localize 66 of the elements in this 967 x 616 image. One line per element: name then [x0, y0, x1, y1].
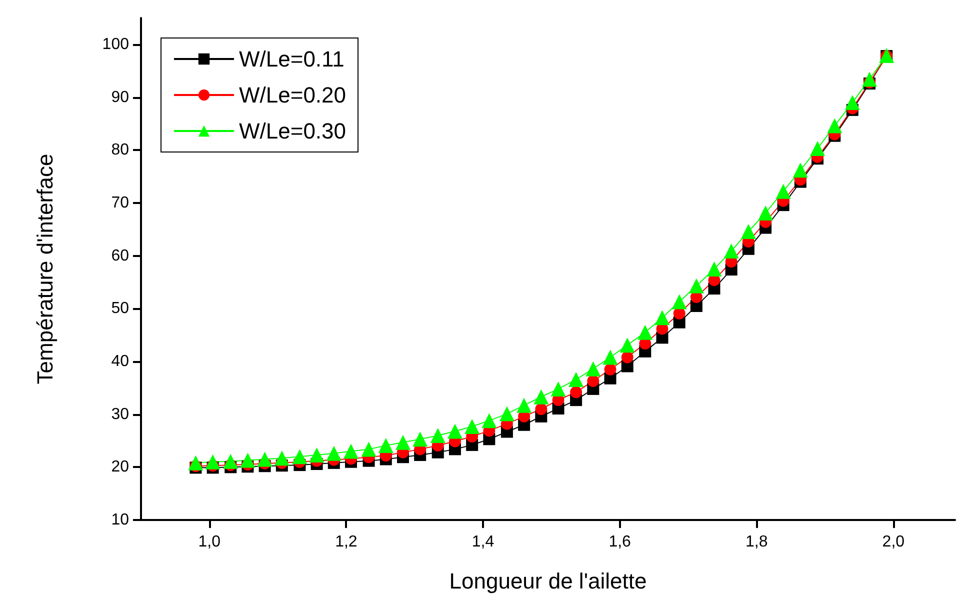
point — [587, 375, 600, 388]
y-tick-label: 80 — [111, 142, 130, 159]
y-tick-label: 10 — [111, 512, 130, 528]
point — [740, 224, 756, 239]
point — [586, 361, 601, 376]
point — [309, 448, 324, 463]
x-tick-label: 1,2 — [335, 534, 358, 550]
point — [568, 372, 584, 387]
point — [292, 449, 308, 464]
point — [844, 95, 860, 110]
legend-label: W/Le=0.20 — [239, 82, 346, 108]
y-tick-label: 50 — [111, 300, 130, 318]
point — [602, 350, 618, 365]
point — [257, 452, 272, 467]
legend-label: W/Le=0.30 — [239, 118, 346, 144]
point — [654, 310, 670, 326]
point — [638, 324, 653, 340]
point — [620, 338, 635, 353]
x-tick-label: 1,4 — [472, 534, 494, 550]
point — [447, 424, 462, 439]
point — [758, 205, 774, 220]
y-tick-label: 60 — [111, 247, 130, 264]
point — [706, 262, 722, 276]
point — [395, 434, 410, 450]
x-tick-label: 1,8 — [746, 534, 768, 550]
point — [570, 386, 582, 398]
point — [378, 438, 394, 453]
point — [672, 294, 687, 310]
y-axis-title: Température d'interface — [32, 154, 58, 384]
point — [412, 432, 428, 447]
point — [688, 278, 704, 294]
point — [862, 72, 877, 87]
point — [827, 118, 842, 134]
x-axis-title: Longueur de l'ailette — [449, 568, 647, 594]
point — [499, 406, 514, 422]
point — [326, 446, 342, 461]
point — [464, 418, 480, 434]
point — [430, 428, 446, 443]
point — [776, 184, 791, 199]
point — [792, 162, 808, 178]
y-tick-label: 90 — [111, 88, 130, 106]
y-tick-label: 100 — [102, 36, 130, 53]
legend-label: W/Le=0.11 — [239, 46, 344, 72]
point — [188, 455, 204, 470]
point — [550, 381, 566, 396]
point — [621, 351, 634, 364]
point — [724, 244, 739, 259]
point — [604, 363, 616, 376]
point — [205, 454, 220, 470]
point — [535, 403, 548, 416]
point — [482, 413, 497, 428]
y-tick-label: 70 — [111, 194, 130, 212]
point — [223, 454, 238, 469]
point — [344, 444, 358, 459]
x-tick-label: 1,6 — [608, 534, 632, 550]
point — [361, 442, 376, 457]
x-tick-label: 1,0 — [198, 534, 221, 550]
point — [810, 141, 826, 156]
point — [534, 389, 549, 404]
y-tick-label: 30 — [111, 406, 130, 423]
point — [240, 452, 256, 468]
y-tick-label: 40 — [111, 352, 130, 370]
y-tick-label: 20 — [111, 458, 130, 476]
x-tick-label: 2,0 — [882, 534, 905, 550]
point — [274, 450, 290, 466]
point — [516, 398, 532, 413]
